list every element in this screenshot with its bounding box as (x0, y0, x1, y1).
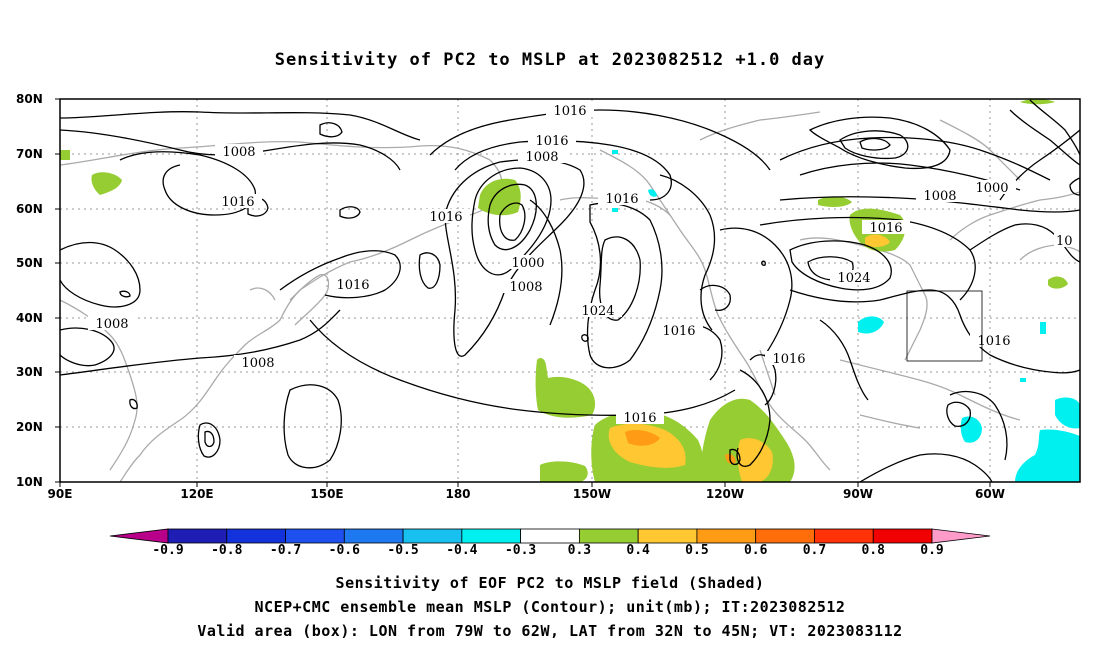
colorbar-swatch (755, 528, 815, 544)
colorbar-tick-label: -0.3 (504, 543, 537, 558)
caption-contour: NCEP+CMC ensemble mean MSLP (Contour); u… (254, 598, 846, 616)
lat-label-80n: 80N (16, 92, 43, 106)
lon-label-120w: 120W (705, 487, 745, 501)
contour-label-1024-b: 1024 (837, 271, 870, 286)
lat-label-10n: 10N (16, 475, 43, 489)
colorbar-swatch (637, 528, 698, 544)
map-title: Sensitivity of PC2 to MSLP at 2023082512… (274, 50, 826, 70)
contour-label-1008-c: 1008 (509, 280, 542, 295)
lon-label-90e: 90E (47, 487, 73, 501)
contour-label-1016-f: 1016 (336, 278, 369, 293)
colorbar-tick-label: 0.7 (802, 543, 827, 558)
colorbar-right-triangle (931, 528, 991, 544)
contour-label-1024-a: 1024 (581, 304, 614, 319)
contour-label-1000-a: 1000 (511, 256, 544, 271)
colorbar-left-triangle (109, 528, 169, 544)
colorbar-tick-label: 0.9 (920, 543, 944, 558)
contour-label-1008-f: 1008 (923, 189, 956, 204)
lat-label-70n: 70N (16, 147, 43, 161)
lon-label-180: 180 (445, 487, 471, 501)
colorbar-swatch (578, 528, 639, 544)
colorbar-swatch (461, 528, 522, 544)
colorbar-tick-label: -0.9 (152, 543, 184, 558)
lat-label-50n: 50N (16, 256, 43, 270)
contour-label-1016-i: 1016 (623, 411, 656, 426)
colorbar-tick-label: -0.6 (328, 543, 360, 558)
contour-label-1016-h: 1016 (772, 352, 805, 367)
caption-valid-area: Valid area (box): LON from 79W to 62W, L… (197, 622, 903, 640)
colorbar-swatch (814, 528, 874, 544)
contour-label-1016-b: 1016 (535, 134, 568, 149)
colorbar-tick-label: -0.4 (446, 543, 478, 558)
lon-label-60w: 60W (975, 487, 1005, 501)
lat-label-30n: 30N (16, 365, 43, 379)
lat-label-20n: 20N (16, 420, 43, 434)
contour-label-1008-e: 1008 (241, 356, 274, 371)
contour-label-1016-d: 1016 (429, 210, 462, 225)
contour-label-1016-k: 1016 (977, 334, 1010, 349)
contour-label-1016-e: 1016 (605, 192, 638, 207)
coastlines (60, 111, 1080, 482)
tick-marks (55, 98, 991, 487)
colorbar-swatch (696, 528, 757, 544)
colorbar-tick-label: -0.5 (387, 543, 419, 558)
contour-label-1008-d: 1008 (95, 317, 128, 332)
colorbar-swatch (402, 528, 463, 544)
lon-label-150w: 150W (572, 487, 612, 501)
contour-label-1016-a: 1016 (553, 104, 586, 119)
contour-label-1016-g: 1016 (662, 324, 695, 339)
lon-label-150e: 150E (310, 487, 344, 501)
colorbar-tick-label: 0.5 (685, 543, 709, 558)
colorbar (109, 528, 991, 544)
contour-label-1016-c: 1016 (221, 195, 254, 210)
lat-label-60n: 60N (16, 202, 43, 216)
contour-label-1008-a: 1008 (525, 150, 558, 165)
plot-border (59, 98, 1081, 483)
colorbar-swatch (343, 528, 404, 544)
caption-shaded: Sensitivity of EOF PC2 to MSLP field (Sh… (335, 574, 765, 592)
colorbar-tick-label: -0.8 (211, 543, 243, 558)
colorbar-tick-label: 0.8 (861, 543, 885, 558)
contour-label-1000-b: 1000 (975, 181, 1008, 196)
plot-area (60, 99, 1080, 482)
valid-area-box (906, 290, 983, 362)
mslp-contours (60, 99, 1080, 482)
sensitivity-shading (60, 99, 1068, 482)
contour-label-1016-j: 1016 (869, 221, 902, 236)
colorbar-swatch (167, 528, 228, 544)
colorbar-tick-label: -0.7 (269, 543, 302, 558)
colorbar-swatch (872, 528, 933, 544)
lon-label-120e: 120E (180, 487, 214, 501)
colorbar-tick-label: 0.4 (626, 543, 650, 558)
contour-label-1008-b: 1008 (222, 145, 255, 160)
colorbar-tick-label: 0.3 (567, 543, 592, 558)
colorbar-swatch (285, 528, 345, 544)
lat-label-40n: 40N (16, 311, 43, 325)
colorbar-swatch (520, 528, 580, 544)
colorbar-tick-label: 0.6 (743, 543, 768, 558)
colorbar-swatch (226, 528, 286, 544)
lon-label-90w: 90W (843, 487, 873, 501)
contour-labels: 1016 1016 1008 1008 1016 1016 1016 1000 … (88, 103, 1080, 426)
contour-label-10: 10 (1056, 234, 1073, 249)
